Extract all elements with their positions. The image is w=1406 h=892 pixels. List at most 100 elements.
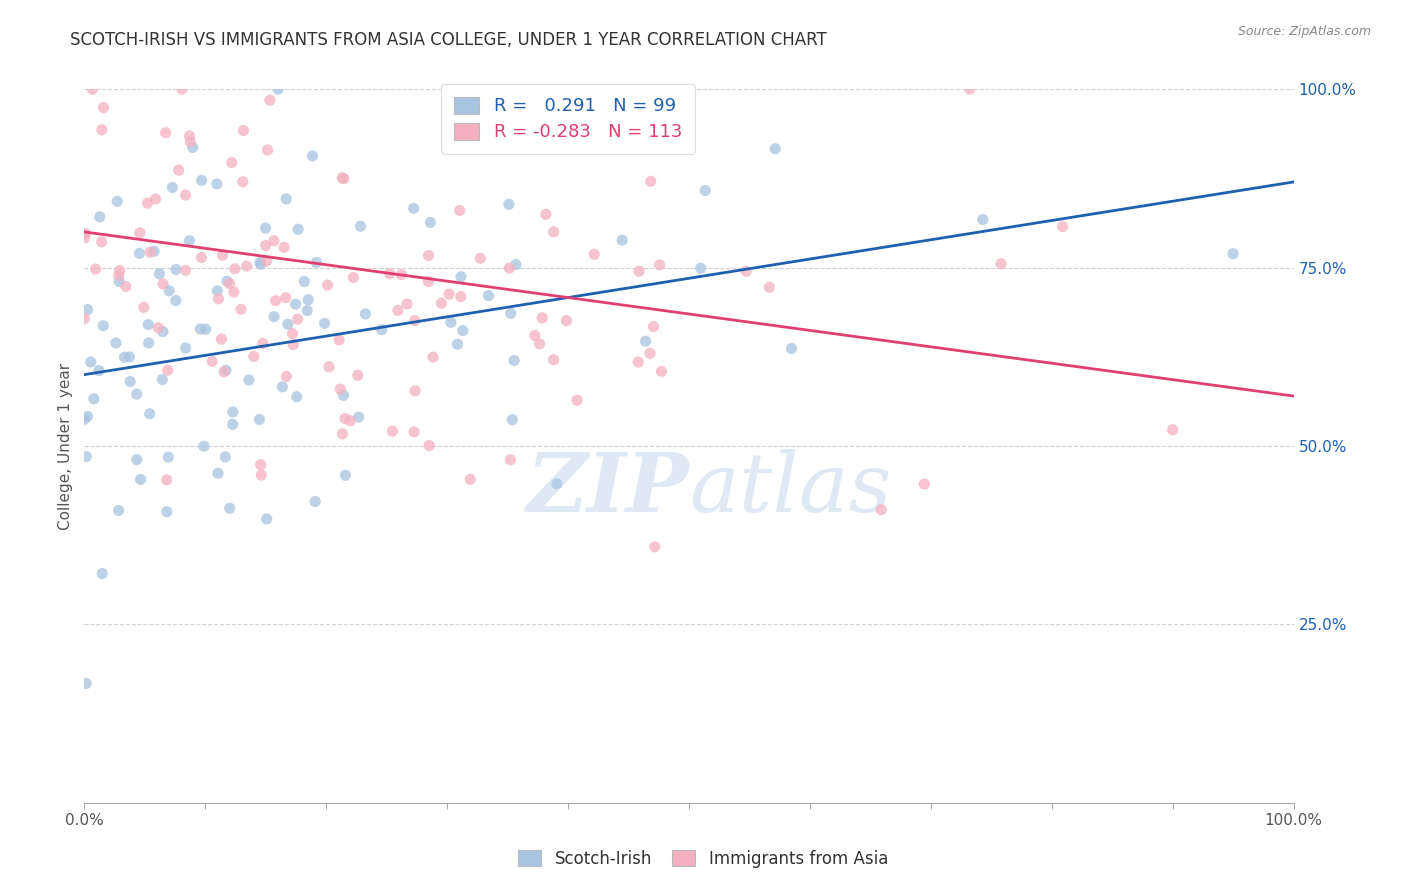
Point: [404, 425, 426, 439]
Point: [346, 368, 368, 383]
Point: [404, 314, 426, 328]
Point: [76, 409, 98, 424]
Point: [179, 234, 201, 248]
Point: [249, 257, 271, 271]
Point: [333, 171, 356, 186]
Point: [870, 502, 893, 516]
Point: [440, 315, 463, 329]
Point: [292, 274, 315, 288]
Point: [128, 246, 150, 260]
Point: [138, 335, 160, 350]
Point: [75, 227, 97, 241]
Point: [470, 252, 492, 266]
Point: [304, 494, 326, 508]
Point: [370, 323, 392, 337]
Point: [335, 468, 357, 483]
Point: [179, 128, 201, 143]
Point: [76, 302, 98, 317]
Point: [156, 363, 179, 377]
Point: [136, 196, 159, 211]
Point: [224, 261, 246, 276]
Point: [1161, 423, 1184, 437]
Point: [108, 268, 131, 283]
Point: [499, 453, 522, 467]
Point: [263, 310, 285, 324]
Point: [114, 279, 136, 293]
Point: [503, 353, 526, 368]
Point: [174, 263, 197, 277]
Point: [83, 392, 105, 406]
Point: [256, 254, 278, 268]
Point: [276, 192, 298, 206]
Point: [449, 203, 471, 218]
Point: [287, 312, 309, 326]
Point: [458, 472, 481, 486]
Point: [232, 175, 254, 189]
Point: [222, 285, 245, 299]
Point: [638, 346, 661, 360]
Point: [1052, 219, 1074, 234]
Point: [301, 149, 323, 163]
Point: [125, 452, 148, 467]
Point: [221, 417, 243, 432]
Point: [138, 407, 160, 421]
Point: [284, 297, 307, 311]
Point: [277, 317, 299, 331]
Point: [499, 306, 522, 320]
Point: [129, 472, 152, 486]
Point: [477, 288, 499, 302]
Point: [498, 197, 520, 211]
Point: [735, 264, 758, 278]
Point: [263, 234, 285, 248]
Point: [287, 222, 309, 236]
Point: [450, 290, 472, 304]
Point: [118, 350, 141, 364]
Point: [207, 284, 229, 298]
Point: [150, 372, 173, 386]
Point: [156, 505, 179, 519]
Point: [256, 143, 278, 157]
Point: [152, 325, 174, 339]
Point: [242, 350, 264, 364]
Point: [430, 296, 453, 310]
Point: [378, 267, 401, 281]
Point: [256, 512, 278, 526]
Point: [758, 280, 780, 294]
Point: [215, 363, 238, 377]
Point: [422, 350, 444, 364]
Point: [1222, 246, 1244, 260]
Point: [143, 244, 166, 259]
Point: [498, 261, 520, 276]
Point: [543, 225, 565, 239]
Point: [73, 311, 96, 326]
Point: [912, 477, 935, 491]
Point: [73, 231, 96, 245]
Point: [232, 123, 254, 137]
Point: [152, 277, 174, 291]
Point: [90, 235, 112, 249]
Point: [193, 439, 215, 453]
Point: [314, 317, 336, 331]
Point: [108, 275, 131, 289]
Point: [132, 301, 155, 315]
Point: [389, 268, 412, 282]
Point: [181, 140, 204, 154]
Point: [648, 258, 671, 272]
Point: [780, 342, 803, 356]
Point: [531, 310, 554, 325]
Point: [501, 413, 523, 427]
Point: [108, 263, 131, 277]
Text: Source: ZipAtlas.com: Source: ZipAtlas.com: [1237, 25, 1371, 38]
Text: SCOTCH-IRISH VS IMMIGRANTS FROM ASIA COLLEGE, UNDER 1 YEAR CORRELATION CHART: SCOTCH-IRISH VS IMMIGRANTS FROM ASIA COL…: [70, 31, 827, 49]
Point: [91, 566, 114, 581]
Point: [305, 255, 328, 269]
Point: [80, 355, 103, 369]
Legend: R =   0.291   N = 99, R = -0.283   N = 113: R = 0.291 N = 99, R = -0.283 N = 113: [441, 84, 695, 154]
Y-axis label: College, Under 1 year: College, Under 1 year: [58, 362, 73, 530]
Point: [93, 101, 115, 115]
Point: [332, 426, 354, 441]
Point: [249, 255, 271, 269]
Point: [328, 333, 350, 347]
Point: [318, 359, 340, 374]
Point: [418, 248, 440, 262]
